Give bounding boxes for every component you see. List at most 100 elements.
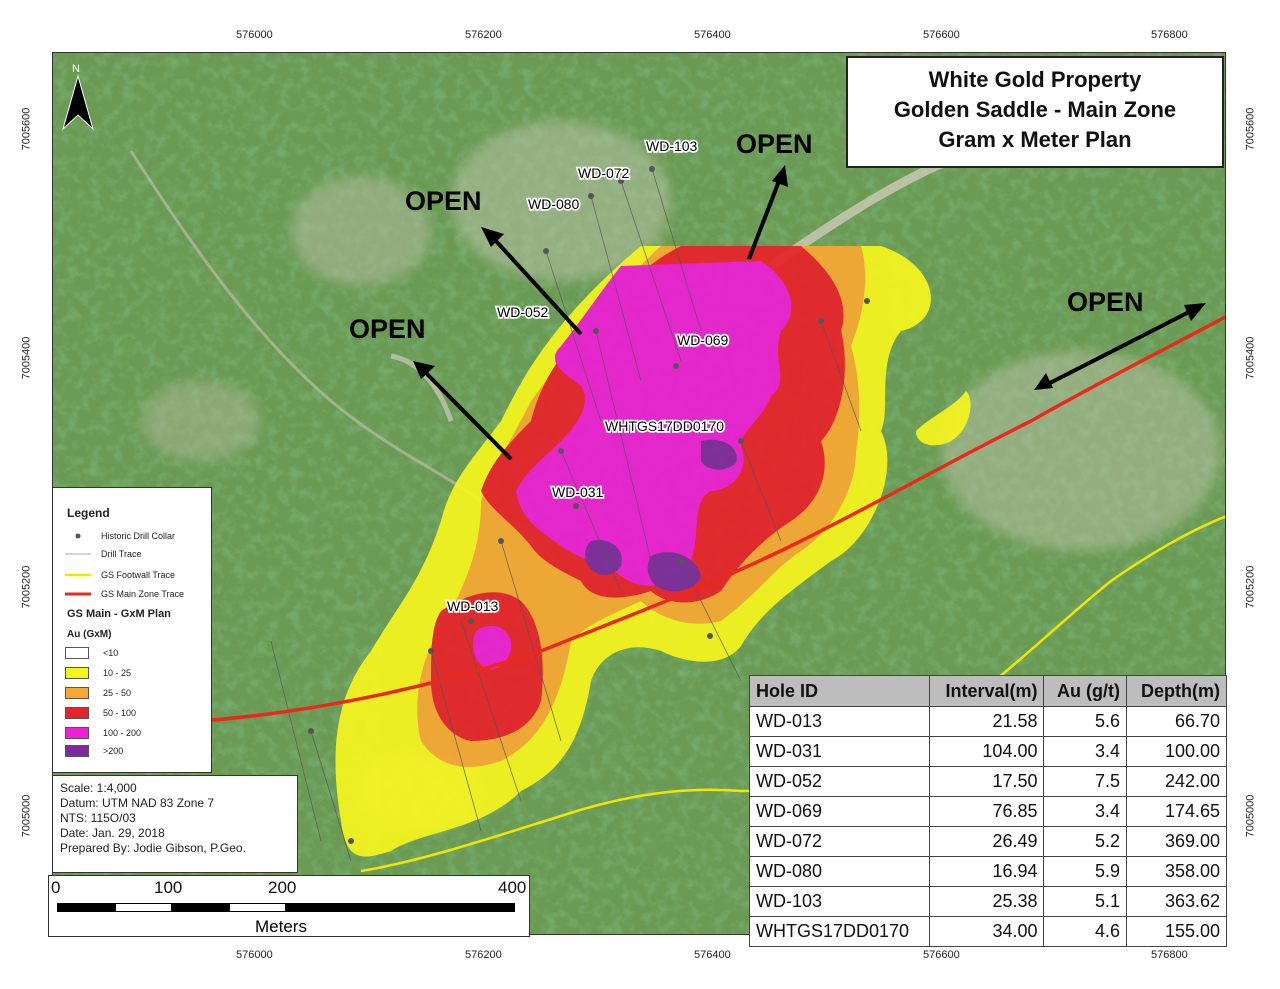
- easting-label-top: 576200: [465, 29, 502, 41]
- drill-trace-icon: [65, 553, 91, 555]
- title-line: Gram x Meter Plan: [938, 127, 1132, 152]
- gxm-100-200: [516, 261, 792, 586]
- legend-class: 25 - 50: [65, 686, 131, 700]
- easting-label-top: 576000: [236, 29, 273, 41]
- scale-segment: [57, 903, 115, 912]
- northing-label-right: 7005000: [1244, 794, 1257, 838]
- table-header-row: Hole ID Interval(m) Au (g/t) Depth(m): [748, 675, 1227, 707]
- column-header: Au (g/t): [1043, 675, 1128, 707]
- hole-label: WD-069: [677, 332, 729, 348]
- easting-label-bottom: 576200: [465, 949, 502, 961]
- open-label: OPEN: [1067, 287, 1144, 317]
- footwall-trace-icon: [65, 573, 91, 577]
- hole-label: WD-052: [497, 304, 549, 320]
- gxm-gt-200: [585, 540, 622, 576]
- easting-label-top: 576600: [923, 29, 960, 41]
- gxm-100-200-sw: [473, 625, 512, 670]
- title-line: White Gold Property: [928, 67, 1142, 92]
- legend-subtitle: GS Main - GxM Plan: [67, 608, 171, 620]
- hole-label: WD-072: [578, 165, 630, 181]
- hole-label: WD-013: [447, 598, 499, 614]
- northing-label-left: 7005600: [20, 107, 33, 151]
- gxm-10-25-east: [916, 391, 971, 446]
- scale-unit: Meters: [255, 917, 307, 936]
- column-header: Interval(m): [929, 675, 1045, 707]
- prepared-by-text: Prepared By: Jodie Gibson, P.Geo.: [60, 841, 246, 855]
- easting-label-bottom: 576800: [1151, 949, 1188, 961]
- legend-panel: Legend Historic Drill Collar Drill Trace…: [52, 487, 212, 773]
- gxm-gt-200: [701, 439, 737, 470]
- gxm-contours: [335, 246, 971, 857]
- open-arrows: [413, 165, 1206, 461]
- map-title-box: White Gold Property Golden Saddle - Main…: [846, 56, 1224, 168]
- table-row: WD-080 16.94 5.9 358.00: [748, 856, 1227, 887]
- easting-label-top: 576400: [694, 29, 731, 41]
- northing-label-left: 7005400: [20, 336, 33, 380]
- date-text: Date: Jan. 29, 2018: [60, 826, 165, 840]
- column-header: Hole ID: [748, 675, 931, 707]
- table-row: WHTGS17DD0170 34.00 4.6 155.00: [748, 916, 1227, 947]
- drill-results-table: Hole ID Interval(m) Au (g/t) Depth(m) WD…: [748, 675, 1227, 947]
- legend-title: Legend: [67, 506, 110, 520]
- easting-label-bottom: 576400: [694, 949, 731, 961]
- legend-unit: Au (GxM): [67, 629, 112, 640]
- scale-tick: 200: [268, 878, 297, 897]
- scale-segment: [229, 903, 286, 912]
- gs-main-zone-trace: [200, 315, 1225, 723]
- hole-label: WHTGS17DD0170: [605, 418, 724, 434]
- legend-class: 10 - 25: [65, 666, 131, 680]
- drill-traces: [270, 168, 862, 862]
- northing-label-right: 7005400: [1244, 336, 1257, 380]
- northing-label-left: 7005200: [20, 565, 33, 609]
- color-swatch: [65, 727, 89, 739]
- clearings: [141, 121, 1221, 831]
- legend-class: 50 - 100: [65, 706, 136, 720]
- table-row: WD-013 21.58 5.6 66.70: [748, 706, 1227, 737]
- north-arrow-icon: [62, 74, 94, 131]
- historic-drill-collars: [308, 166, 870, 844]
- legend-item-drill-trace: Drill Trace: [65, 547, 142, 561]
- color-swatch: [65, 647, 89, 659]
- table-row: WD-052 17.50 7.5 242.00: [748, 766, 1227, 797]
- scale-tick: 400: [498, 878, 527, 897]
- main-zone-trace-icon: [65, 592, 91, 596]
- scale-bar: 0 100 200 400 Meters: [48, 875, 530, 937]
- easting-label-top: 576800: [1151, 29, 1188, 41]
- column-header: Depth(m): [1126, 675, 1227, 707]
- northing-label-right: 7005200: [1244, 565, 1257, 609]
- hole-label: WD-103: [646, 138, 698, 154]
- hole-labels: WD-103 WD-072 WD-080 WD-052 WD-069 WHTGS…: [445, 136, 730, 616]
- hole-label: WD-031: [552, 484, 604, 500]
- scale-tick: 100: [154, 878, 183, 897]
- old-trail: [390, 353, 454, 422]
- color-swatch: [65, 707, 89, 719]
- legend-class: >200: [65, 744, 123, 758]
- title-line: Golden Saddle - Main Zone: [893, 97, 1177, 122]
- legend-class: 100 - 200: [65, 726, 141, 740]
- color-swatch: [65, 745, 89, 757]
- gxm-gt-200: [647, 552, 701, 592]
- legend-item-footwall-trace: GS Footwall Trace: [65, 568, 175, 582]
- table-row: WD-069 76.85 3.4 174.65: [748, 796, 1227, 827]
- easting-label-bottom: 576600: [923, 949, 960, 961]
- table-row: WD-072 26.49 5.2 369.00: [748, 826, 1227, 857]
- nts-text: NTS: 115O/03: [60, 811, 136, 825]
- northing-label-right: 7005600: [1244, 107, 1257, 151]
- northing-label-left: 7005000: [20, 794, 33, 838]
- legend-item-drill-collar: Historic Drill Collar: [65, 529, 175, 543]
- datum-text: Datum: UTM NAD 83 Zone 7: [60, 796, 215, 810]
- easting-label-bottom: 576000: [236, 949, 273, 961]
- open-label: OPEN: [349, 314, 426, 344]
- north-label: N: [72, 63, 80, 75]
- old-trail: [129, 150, 482, 503]
- scale-tick: 0: [51, 878, 61, 897]
- color-swatch: [65, 687, 89, 699]
- open-label: OPEN: [736, 129, 813, 159]
- scale-segment: [115, 903, 172, 912]
- map-info-box: Scale: 1:4,000 Datum: UTM NAD 83 Zone 7 …: [52, 775, 298, 873]
- drill-collar-icon: [75, 533, 81, 539]
- open-label: OPEN: [405, 186, 482, 216]
- scale-text: Scale: 1:4,000: [60, 781, 137, 795]
- scale-segment: [172, 903, 229, 912]
- table-row: WD-031 104.00 3.4 100.00: [748, 736, 1227, 767]
